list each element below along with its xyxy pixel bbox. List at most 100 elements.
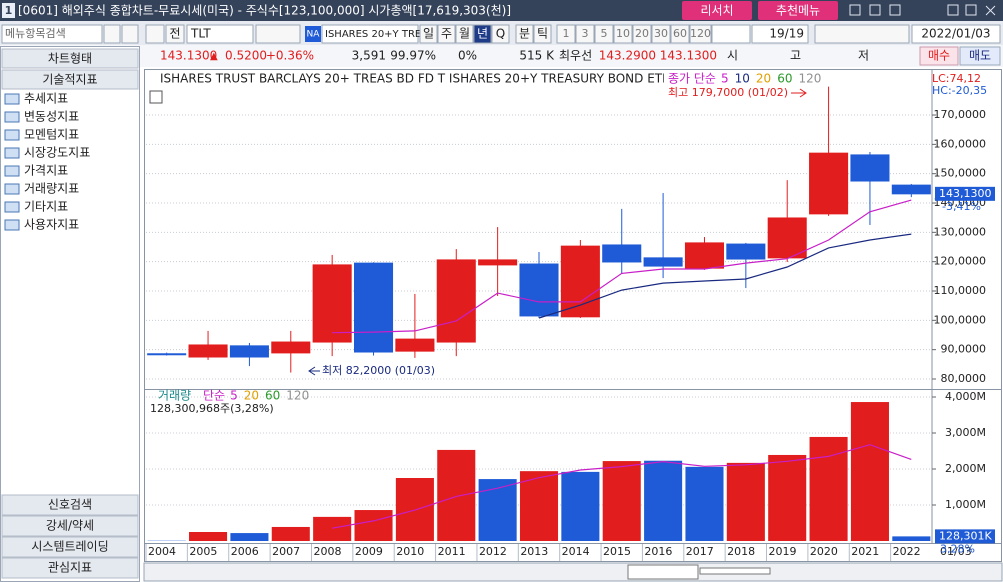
sidebar-button[interactable] bbox=[1, 536, 139, 558]
control-icon[interactable] bbox=[869, 4, 881, 16]
interval-label[interactable]: 30 bbox=[654, 27, 668, 40]
period-label[interactable]: 월 bbox=[459, 27, 470, 41]
x-tick-label: 2006 bbox=[231, 545, 259, 558]
y-tick-label: 4,000M bbox=[945, 390, 986, 403]
search-input[interactable] bbox=[1, 24, 103, 44]
count-input[interactable] bbox=[751, 24, 809, 44]
indicator-group[interactable]: 변동성지표 bbox=[24, 110, 79, 124]
app-icon-label: 1 bbox=[5, 4, 13, 17]
interval-button[interactable] bbox=[689, 24, 712, 44]
indicator-group[interactable]: 사용자지표 bbox=[24, 218, 79, 232]
sidebar-tab-label[interactable]: 기술적지표 bbox=[42, 73, 97, 87]
control-icon[interactable] bbox=[849, 4, 861, 16]
candle-body bbox=[395, 338, 435, 352]
lc-label: LC:74,12 bbox=[932, 72, 981, 85]
window-controls bbox=[849, 4, 996, 16]
sidebar-button-label[interactable]: 신호검색 bbox=[48, 498, 92, 512]
period-button[interactable] bbox=[533, 24, 552, 44]
period-label[interactable]: 일 bbox=[423, 27, 434, 41]
sidebar-tab-label[interactable]: 차트형태 bbox=[48, 52, 92, 66]
tool-buttons[interactable] bbox=[255, 24, 301, 44]
sidebar-button[interactable] bbox=[1, 494, 139, 516]
research-label[interactable]: 리서치 bbox=[700, 4, 733, 18]
y-tick-label: 3,000M bbox=[945, 426, 986, 439]
layout-button[interactable] bbox=[145, 24, 165, 44]
all-label[interactable]: 전 bbox=[169, 27, 180, 41]
period-button[interactable] bbox=[491, 24, 510, 44]
interval-label[interactable]: 5 bbox=[601, 27, 608, 40]
x-tick-label: 2019 bbox=[769, 545, 797, 558]
candle-body bbox=[809, 152, 849, 215]
candle-body bbox=[271, 341, 311, 354]
x-tick-label: 2021 bbox=[851, 545, 879, 558]
sidebar-button-label[interactable]: 관심지표 bbox=[48, 561, 92, 575]
interval-label[interactable]: 3 bbox=[582, 27, 589, 40]
sell-button[interactable] bbox=[959, 46, 1001, 66]
period-label[interactable]: 주 bbox=[441, 27, 452, 41]
legend-entry: 60 bbox=[777, 72, 792, 86]
indicator-group[interactable]: 추세지표 bbox=[24, 92, 68, 106]
period-button[interactable] bbox=[419, 24, 438, 44]
last-value-box bbox=[935, 186, 995, 201]
indicator-group[interactable]: 시장강도지표 bbox=[24, 146, 90, 160]
control-icon[interactable] bbox=[947, 4, 959, 16]
period-label[interactable]: 년 bbox=[477, 27, 488, 41]
interval-label[interactable]: 60 bbox=[673, 27, 687, 40]
interval-button[interactable] bbox=[670, 24, 690, 44]
interval-dropdown[interactable] bbox=[711, 24, 751, 44]
interval-label[interactable]: 10 bbox=[616, 27, 630, 40]
control-icon[interactable] bbox=[889, 4, 901, 16]
interval-button[interactable] bbox=[594, 24, 614, 44]
indicator-group[interactable]: 기타지표 bbox=[24, 200, 68, 214]
interval-button[interactable] bbox=[651, 24, 671, 44]
x-tick-label: 2016 bbox=[644, 545, 672, 558]
zoom-slider[interactable] bbox=[699, 567, 771, 575]
scroll-controls[interactable] bbox=[627, 564, 699, 580]
interval-button[interactable] bbox=[575, 24, 595, 44]
period-label[interactable]: 틱 bbox=[537, 27, 548, 41]
sell-label[interactable]: 매도 bbox=[969, 49, 991, 63]
buy-label[interactable]: 매수 bbox=[928, 49, 950, 63]
research-button[interactable] bbox=[682, 1, 752, 20]
y-tick-label: 130,0000 bbox=[934, 225, 987, 238]
period-button[interactable] bbox=[437, 24, 456, 44]
scrollbar[interactable] bbox=[143, 562, 1003, 582]
down-button[interactable] bbox=[121, 24, 139, 44]
interval-button[interactable] bbox=[556, 24, 576, 44]
all-button[interactable] bbox=[165, 24, 185, 44]
control-icon[interactable] bbox=[965, 4, 977, 16]
recommend-label[interactable]: 추천메뉴 bbox=[776, 3, 820, 18]
period-label[interactable]: 분 bbox=[519, 27, 530, 41]
indicator-group[interactable]: 가격지표 bbox=[24, 164, 68, 178]
interval-label[interactable]: 1 bbox=[563, 27, 570, 40]
sidebar-button-label[interactable]: 강세/약세 bbox=[46, 518, 94, 533]
sidebar-button-label[interactable]: 시스템트레이딩 bbox=[31, 540, 108, 554]
x-tick-label: 2015 bbox=[603, 545, 631, 558]
legend-label: 종가 단순 bbox=[668, 72, 716, 86]
interval-button[interactable] bbox=[613, 24, 633, 44]
y-tick-label: 170,0000 bbox=[934, 108, 987, 121]
sidebar-tab[interactable] bbox=[1, 69, 139, 90]
interval-button[interactable] bbox=[632, 24, 652, 44]
symbol-input[interactable] bbox=[186, 24, 254, 44]
sidebar-button[interactable] bbox=[1, 515, 139, 537]
chart-tools[interactable] bbox=[814, 24, 910, 44]
sidebar-button[interactable] bbox=[1, 557, 139, 579]
indicator-group[interactable]: 거래량지표 bbox=[24, 182, 79, 196]
grid-icon[interactable] bbox=[149, 90, 163, 104]
indicator-group[interactable]: 모멘텀지표 bbox=[24, 128, 79, 142]
buy-button[interactable] bbox=[919, 46, 959, 66]
period-label[interactable]: Q bbox=[496, 27, 505, 41]
search-button[interactable] bbox=[103, 24, 121, 44]
period-button[interactable] bbox=[473, 24, 492, 44]
interval-label[interactable]: 20 bbox=[635, 27, 649, 40]
sidebar-tab[interactable] bbox=[1, 48, 139, 69]
period-button[interactable] bbox=[515, 24, 534, 44]
period-button[interactable] bbox=[455, 24, 474, 44]
folder-icon bbox=[4, 201, 20, 213]
interval-label[interactable]: 120 bbox=[690, 27, 711, 40]
recommend-button[interactable] bbox=[758, 1, 838, 20]
date-input[interactable] bbox=[911, 24, 1001, 44]
close-icon[interactable] bbox=[985, 5, 996, 16]
y-tick-label: 120,0000 bbox=[934, 255, 987, 268]
